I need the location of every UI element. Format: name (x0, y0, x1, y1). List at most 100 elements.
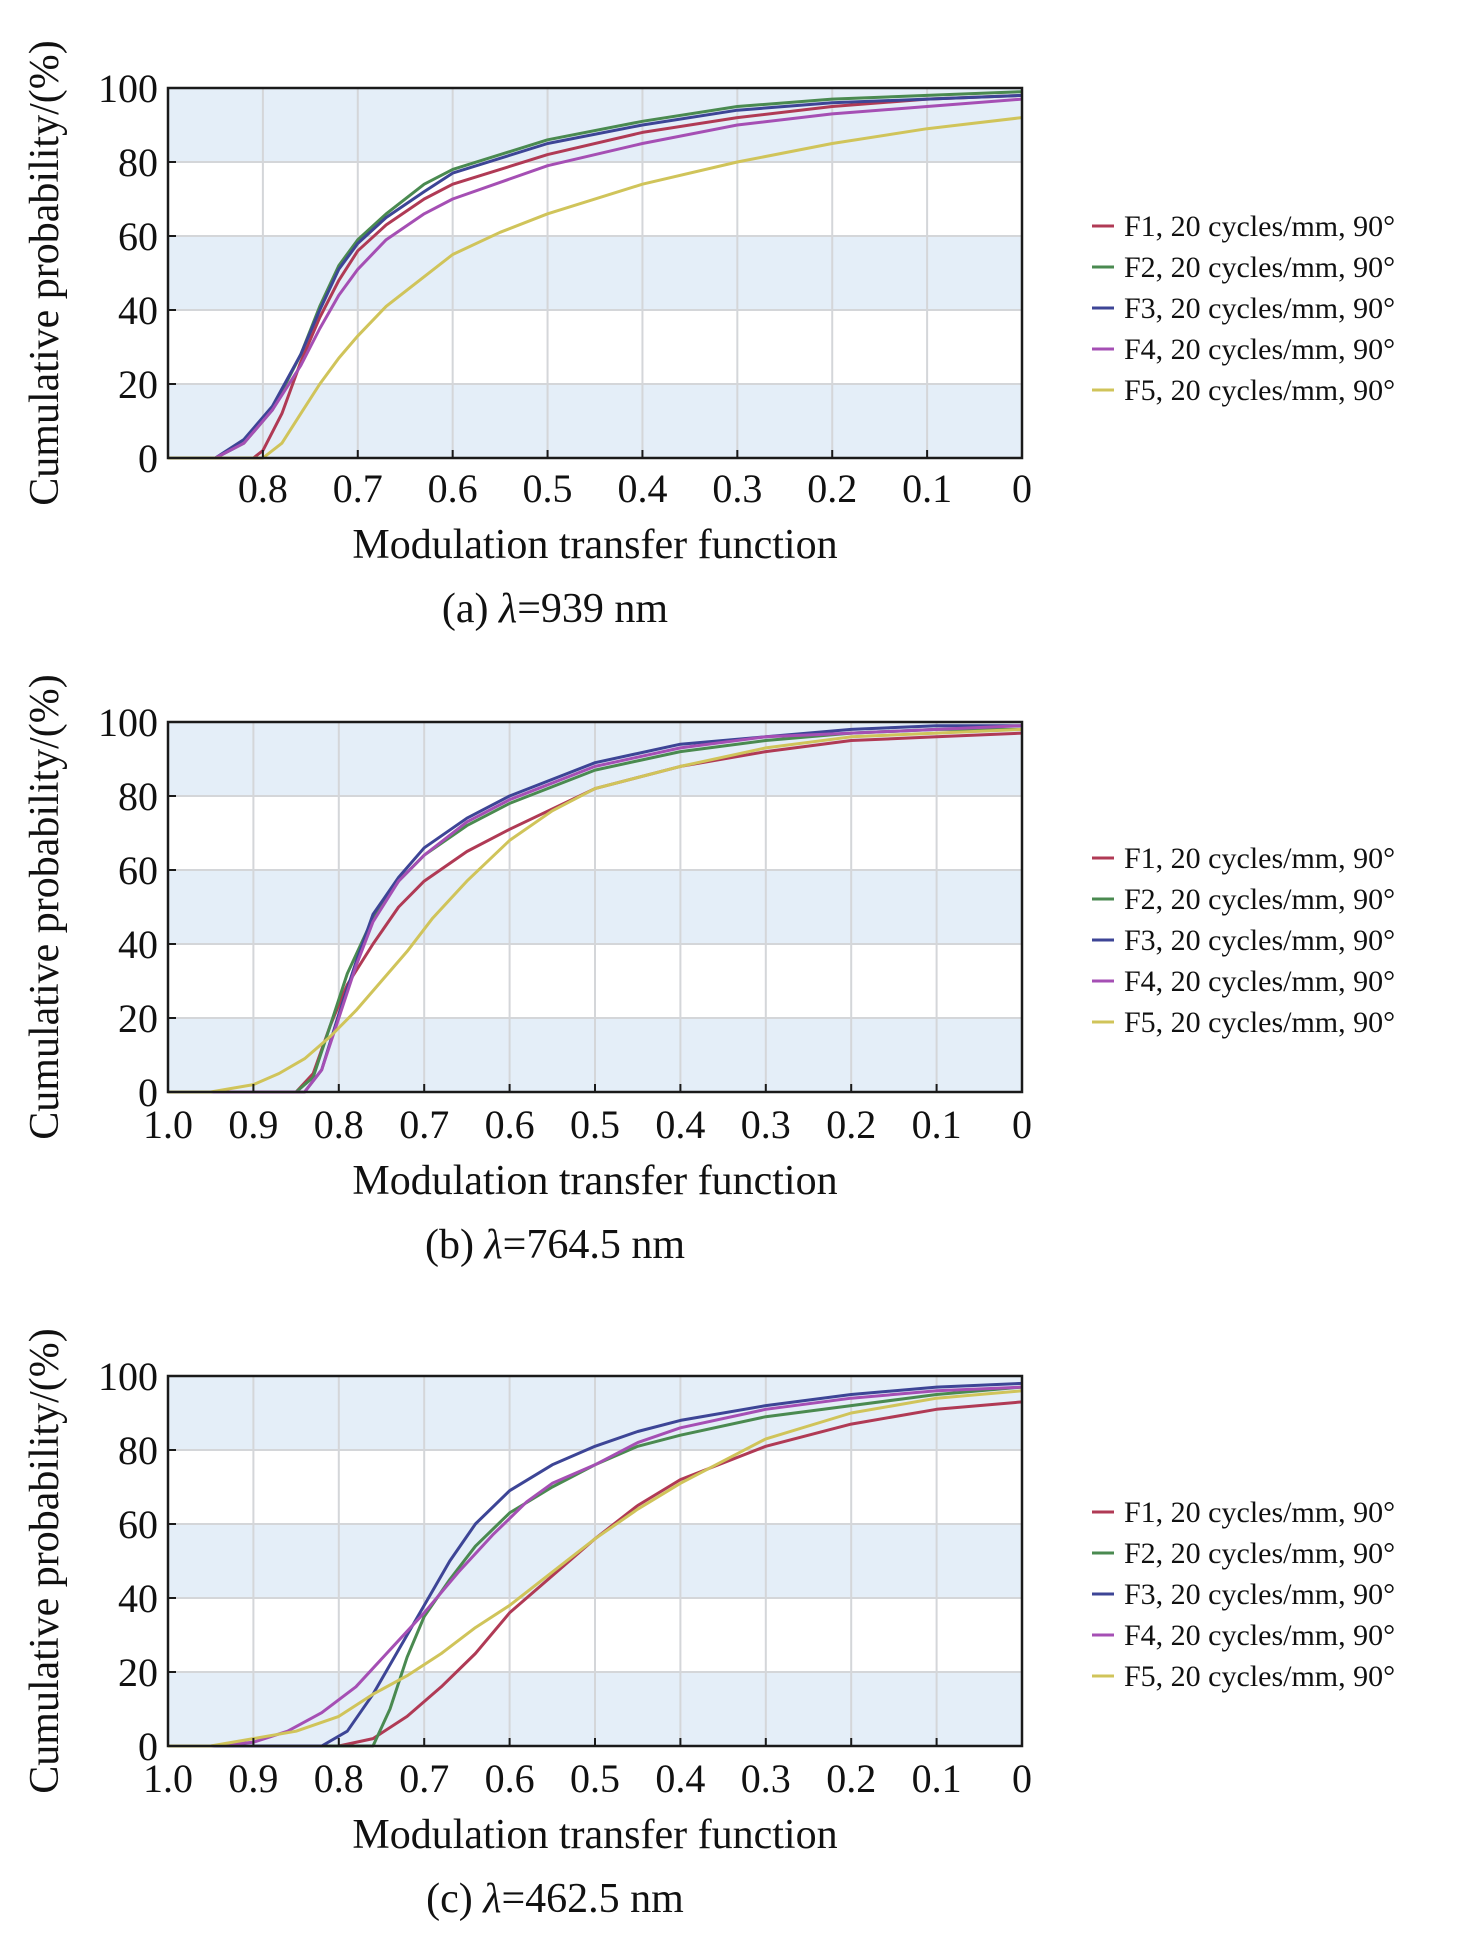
y-tick-label: 40 (118, 288, 158, 333)
x-tick-label: 0.7 (399, 1102, 449, 1147)
x-tick-label: 0.1 (912, 1102, 962, 1147)
series-line-f5 (168, 727, 1023, 1094)
x-tick-label: 0.6 (485, 1102, 535, 1147)
caption-prefix: (a) (442, 586, 499, 632)
y-axis-label: Cumulative probability/(%) (22, 674, 68, 1139)
chart-panel-b: 1.0 0.9 0.8 0.7 0.6 0.5 0.4 0.3 0.2 0.1 0 0 20 40 60 80… (22, 674, 1395, 1268)
y-tick-label: 20 (118, 1650, 158, 1695)
y-tick-label: 100 (98, 66, 158, 111)
x-tick-label: 0.1 (902, 466, 952, 511)
legend: F1, 20 cycles/mm, 90° F2, 20 cycles/mm, 9… (1092, 210, 1395, 407)
x-tick-label: 0.8 (238, 466, 288, 511)
series-line-f1 (168, 93, 1023, 460)
legend-label-f3: F3, 20 cycles/mm, 90° (1124, 924, 1395, 957)
x-tick-label: 1.0 (143, 1756, 193, 1801)
x-tick-label: 0.5 (570, 1756, 620, 1801)
y-tick-label: 0 (138, 1070, 158, 1115)
x-tick-label: 0.2 (826, 1756, 876, 1801)
legend-label-f1: F1, 20 cycles/mm, 90° (1124, 210, 1395, 243)
legend-label-f1: F1, 20 cycles/mm, 90° (1124, 842, 1395, 875)
series-line-f5 (168, 116, 1023, 460)
x-tick-label: 0.1 (912, 1756, 962, 1801)
x-tick-label: 0.6 (485, 1756, 535, 1801)
x-tick-label: 0.4 (617, 466, 667, 511)
x-tick-label: 0.6 (428, 466, 478, 511)
x-axis-label: Modulation transfer function (352, 1158, 837, 1204)
series-line-f1 (168, 1400, 1023, 1748)
y-tick-label: 100 (98, 1354, 158, 1399)
x-tick-label: 0.4 (655, 1756, 705, 1801)
legend-label-f3: F3, 20 cycles/mm, 90° (1124, 292, 1395, 325)
caption-value: =939 nm (517, 586, 668, 632)
y-tick-label: 60 (118, 214, 158, 259)
x-tick-label: 0.5 (570, 1102, 620, 1147)
x-tick-label: 0.8 (314, 1756, 364, 1801)
plot-frame (166, 86, 1024, 460)
x-axis-label: Modulation transfer function (352, 522, 837, 568)
legend-label-f4: F4, 20 cycles/mm, 90° (1124, 333, 1395, 366)
legend-label-f2: F2, 20 cycles/mm, 90° (1124, 1537, 1395, 1570)
chart-panel-c: 1.0 0.9 0.8 0.7 0.6 0.5 0.4 0.3 0.2 0.1 0 0 20 40 60 80… (22, 1328, 1395, 1922)
caption-prefix: (b) (425, 1222, 484, 1268)
caption-lambda: λ (497, 586, 517, 632)
legend-label-f5: F5, 20 cycles/mm, 90° (1124, 1660, 1395, 1693)
legend-label-f1: F1, 20 cycles/mm, 90° (1124, 1496, 1395, 1529)
legend-label-f5: F5, 20 cycles/mm, 90° (1124, 374, 1395, 407)
legend-label-f3: F3, 20 cycles/mm, 90° (1124, 1578, 1395, 1611)
y-tick-label: 80 (118, 774, 158, 819)
x-tick-label: 1.0 (143, 1102, 193, 1147)
legend-label-f2: F2, 20 cycles/mm, 90° (1124, 883, 1395, 916)
x-axis-label: Modulation transfer function (352, 1812, 837, 1858)
y-tick-label: 60 (118, 848, 158, 893)
caption-prefix: (c) (426, 1876, 483, 1922)
x-tick-label: 0.3 (741, 1756, 791, 1801)
caption-value: =764.5 nm (503, 1222, 686, 1268)
legend: F1, 20 cycles/mm, 90° F2, 20 cycles/mm, 9… (1092, 842, 1395, 1039)
plot-band (168, 236, 1022, 310)
y-tick-label: 40 (118, 1576, 158, 1621)
x-tick-label: 0 (1012, 1102, 1032, 1147)
y-tick-label: 40 (118, 922, 158, 967)
series-line-f3 (168, 93, 1023, 460)
caption-lambda: λ (481, 1876, 501, 1922)
chart-caption: (c) λ=462.5 nm (426, 1876, 684, 1922)
x-tick-label: 0.2 (807, 466, 857, 511)
series-line-f4 (168, 724, 1023, 1094)
legend-label-f5: F5, 20 cycles/mm, 90° (1124, 1006, 1395, 1039)
x-tick-label: 0.7 (333, 466, 383, 511)
y-tick-label: 100 (98, 700, 158, 745)
x-tick-label: 0.3 (712, 466, 762, 511)
series-line-f5 (168, 1389, 1023, 1748)
x-tick-label: 0.7 (399, 1756, 449, 1801)
x-tick-label: 0 (1012, 1756, 1032, 1801)
legend-label-f2: F2, 20 cycles/mm, 90° (1124, 251, 1395, 284)
y-tick-label: 20 (118, 362, 158, 407)
series-line-f4 (168, 97, 1023, 460)
y-tick-label: 0 (138, 436, 158, 481)
y-tick-label: 20 (118, 996, 158, 1041)
chart-caption: (a) λ=939 nm (442, 586, 669, 632)
y-axis-label: Cumulative probability/(%) (22, 40, 68, 505)
legend-label-f4: F4, 20 cycles/mm, 90° (1124, 1619, 1395, 1652)
x-tick-label: 0.9 (228, 1102, 278, 1147)
legend: F1, 20 cycles/mm, 90° F2, 20 cycles/mm, 9… (1092, 1496, 1395, 1693)
caption-value: =462.5 nm (501, 1876, 684, 1922)
x-tick-label: 0 (1012, 466, 1032, 511)
caption-lambda: λ (482, 1222, 502, 1268)
y-tick-label: 60 (118, 1502, 158, 1547)
series-line-f3 (168, 1381, 1023, 1748)
y-tick-label: 0 (138, 1724, 158, 1769)
legend-label-f4: F4, 20 cycles/mm, 90° (1124, 965, 1395, 998)
chart-caption: (b) λ=764.5 nm (425, 1222, 685, 1268)
y-axis-label: Cumulative probability/(%) (22, 1328, 68, 1793)
x-tick-label: 0.9 (228, 1756, 278, 1801)
x-tick-label: 0.2 (826, 1102, 876, 1147)
x-tick-label: 0.5 (523, 466, 573, 511)
x-tick-label: 0.8 (314, 1102, 364, 1147)
y-tick-label: 80 (118, 140, 158, 185)
x-tick-label: 0.4 (655, 1102, 705, 1147)
chart-panel-a: 0.8 0.7 0.6 0.5 0.4 0.3 0.2 0.1 0 0 20 40 60 80 100 Mod… (22, 40, 1395, 632)
y-tick-label: 80 (118, 1428, 158, 1473)
x-tick-label: 0.3 (741, 1102, 791, 1147)
